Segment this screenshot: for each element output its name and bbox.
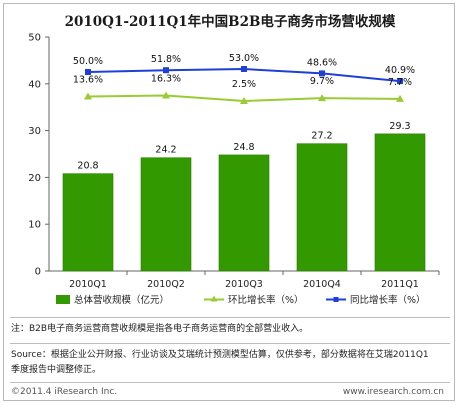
line-value-label: 7.7% bbox=[388, 77, 412, 88]
x-tick-label: 2010Q2 bbox=[147, 279, 185, 290]
line-value-label: 9.7% bbox=[310, 76, 334, 87]
bar bbox=[218, 154, 270, 272]
line-value-label: 53.0% bbox=[229, 53, 259, 64]
y-tick-label: 40 bbox=[28, 79, 41, 90]
line-value-label: 50.0% bbox=[73, 56, 103, 67]
line-value-label: 40.9% bbox=[385, 65, 415, 76]
bar-value-label: 27.2 bbox=[311, 131, 332, 142]
separator-line bbox=[10, 317, 450, 318]
y-tick-label: 20 bbox=[28, 173, 41, 184]
y-tick-label: 50 bbox=[28, 33, 41, 44]
bar-value-label: 29.3 bbox=[389, 121, 410, 132]
line-point bbox=[396, 94, 404, 102]
line-value-label: 48.6% bbox=[307, 57, 337, 68]
chart-title: 2010Q1-2011Q1年中国B2B电子商务市场营收规模 bbox=[64, 14, 396, 30]
bar-value-label: 20.8 bbox=[77, 161, 98, 172]
x-tick-label: 2010Q3 bbox=[225, 279, 263, 290]
line-point bbox=[240, 97, 248, 104]
x-tick-label: 2010Q1 bbox=[69, 279, 107, 290]
line-point bbox=[162, 91, 170, 99]
line-point bbox=[85, 69, 91, 75]
source-line-1: Source：根据企业公开财报、行业访谈及艾瑞统计预测模型估算，仅供参考，部分数… bbox=[11, 350, 429, 360]
legend-marker bbox=[210, 295, 218, 302]
separator-line bbox=[10, 382, 450, 383]
legend-label: 总体营收规模（亿元） bbox=[74, 294, 169, 306]
website-url: www.iresearch.com.cn bbox=[342, 387, 444, 397]
line-value-label: 51.8% bbox=[151, 54, 181, 65]
chart-canvas: 0 10 20 30 40 50 2010Q1 2010Q2 2010Q3 2010Q4 2011Q… bbox=[28, 33, 440, 306]
bar bbox=[374, 133, 426, 272]
copyright-text: ©2011.4 iResearch Inc. bbox=[11, 387, 118, 397]
chart-frame: 2010Q1-2011Q1年中国B2B电子商务市场营收规模 0 10 20 30 40 5… bbox=[3, 3, 455, 401]
bar bbox=[62, 173, 114, 272]
x-tick-label: 2011Q1 bbox=[381, 279, 419, 290]
line-value-label: 13.6% bbox=[73, 75, 103, 86]
separator-line bbox=[10, 343, 450, 344]
line-value-label: 2.5% bbox=[232, 79, 256, 90]
line-point bbox=[397, 78, 403, 85]
line-value-label: 16.3% bbox=[151, 73, 181, 84]
chart-note: 注：B2B电子商务运营商营收规模是指各电子商务运营商的全部营业收入。 bbox=[11, 324, 309, 334]
bar-value-label: 24.2 bbox=[155, 145, 176, 156]
line-point bbox=[319, 70, 325, 77]
y-tick-label: 10 bbox=[28, 220, 41, 231]
bar bbox=[140, 157, 192, 272]
bar bbox=[296, 143, 348, 272]
legend-label: 环比增长率（%） bbox=[228, 294, 304, 306]
source-line-2: 季度报告中调整修正。 bbox=[11, 365, 102, 375]
line-point bbox=[163, 67, 169, 74]
x-tick-label: 2010Q4 bbox=[303, 279, 341, 290]
line-point bbox=[241, 66, 247, 72]
legend-swatch bbox=[56, 295, 70, 304]
line-point bbox=[84, 92, 92, 100]
y-tick-label: 0 bbox=[35, 267, 41, 278]
legend-label: 同比增长率（%） bbox=[350, 294, 426, 306]
legend-marker bbox=[333, 297, 339, 302]
line-point bbox=[318, 94, 326, 102]
y-tick-label: 30 bbox=[28, 126, 41, 137]
bar-value-label: 24.8 bbox=[233, 142, 254, 153]
